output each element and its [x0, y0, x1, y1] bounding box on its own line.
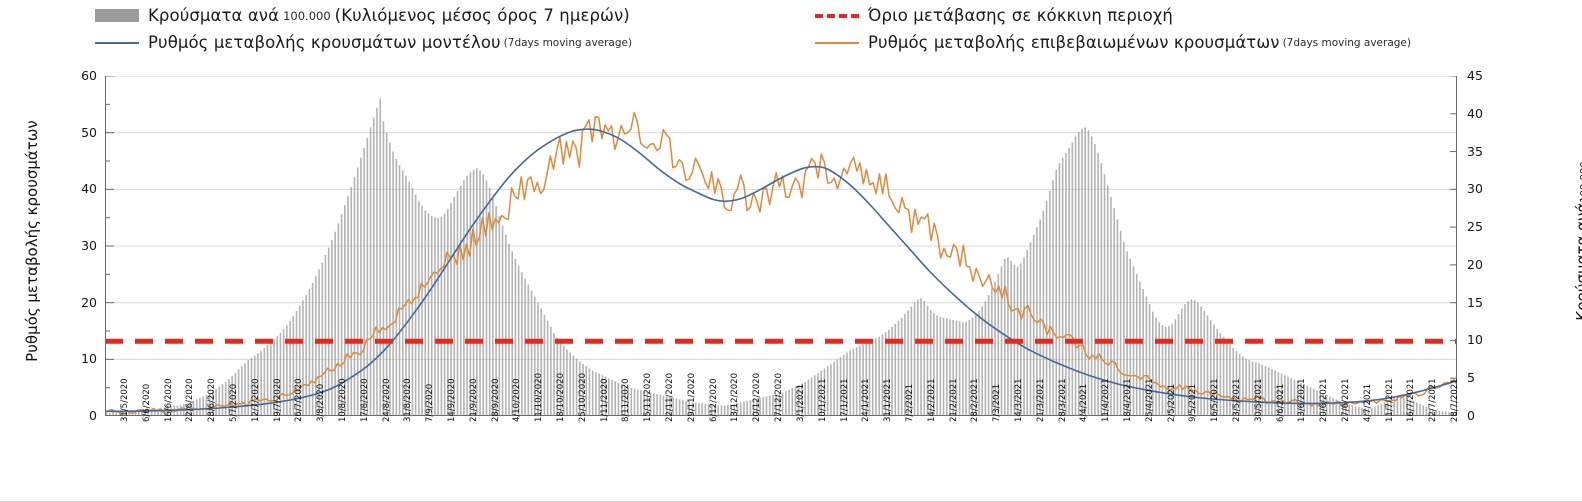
line-swatch-orange-icon [815, 41, 859, 44]
y-axis-right-tick: 20 [1467, 256, 1483, 272]
axis-lines [105, 76, 1457, 416]
grid-lines [105, 76, 1457, 360]
y-axis-right-tick: 45 [1467, 68, 1483, 83]
line-series-model [105, 128, 1457, 413]
y-axis-right-tick: 25 [1467, 219, 1483, 235]
chart-svg [105, 76, 1457, 416]
y-axis-right-tick: 0 [1467, 408, 1475, 423]
legend-label-cases-number: 100.000 [283, 8, 331, 23]
legend-item-cases-per-100k[interactable]: Κρούσματα ανά 100.000 (Κυλιόμενος μέσος … [95, 6, 630, 25]
y-axis-right-tick: 40 [1467, 105, 1483, 121]
bar-swatch-icon [95, 9, 139, 22]
line-swatch-blue-icon [95, 41, 139, 44]
y-axis-right-tick: 15 [1467, 294, 1483, 310]
y-axis-left-tick: 20 [81, 294, 97, 310]
y-axis-left-title: Ρυθμός μεταβολής κρουσμάτων [23, 91, 41, 391]
legend-label-cases-tail: (Κυλιόμενος μέσος όρος 7 ημερών) [334, 6, 630, 25]
bar-series-cases [105, 98, 1457, 416]
legend-label-confirmed-main: Ρυθμός μεταβολής επιβεβαιωμένων κρουσμάτ… [868, 33, 1280, 52]
chart-legend: Κρούσματα ανά 100.000 (Κυλιόμενος μέσος … [0, 0, 1582, 62]
dashed-swatch-red-icon [815, 13, 859, 18]
legend-label-cases-main: Κρούσματα ανά [148, 6, 280, 25]
y-axis-left-tick: 50 [81, 124, 97, 140]
plot-area [105, 76, 1457, 416]
legend-label-threshold: Όριο μετάβασης σε κόκκινη περιοχή [868, 6, 1173, 25]
y-axis-left-tick: 0 [89, 408, 97, 423]
line-series-confirmed [105, 111, 1457, 414]
legend-label-model-sub: (7days moving average) [503, 36, 633, 49]
y-axis-left-tick: 60 [81, 68, 97, 83]
y-axis-left-tick: 10 [81, 351, 97, 367]
legend-item-confirmed-rate[interactable]: Ρυθμός μεταβολής επιβεβαιωμένων κρουσμάτ… [815, 33, 1411, 52]
legend-label-confirmed-sub: (7days moving average) [1282, 36, 1411, 49]
y-axis-right-tick: 5 [1467, 370, 1475, 386]
y-axis-right-title-text: Κρούσματα ανά [1573, 202, 1582, 321]
legend-item-red-threshold[interactable]: Όριο μετάβασης σε κόκκινη περιοχή [815, 6, 1173, 25]
legend-item-model-rate[interactable]: Ρυθμός μεταβολής κρουσμάτων μοντέλου (7d… [95, 33, 632, 52]
y-axis-right-tick: 35 [1467, 143, 1483, 159]
legend-label-model-main: Ρυθμός μεταβολής κρουσμάτων μοντέλου [148, 33, 501, 52]
y-axis-left-title-text: Ρυθμός μεταβολής κρουσμάτων [23, 120, 41, 362]
y-axis-right-tick: 30 [1467, 181, 1483, 197]
y-axis-right-tick: 10 [1467, 332, 1483, 348]
y-axis-left-tick: 30 [81, 238, 97, 253]
y-axis-right-title: Κρούσματα ανά100.000 [1573, 91, 1582, 391]
y-axis-left-tick: 40 [81, 181, 97, 197]
